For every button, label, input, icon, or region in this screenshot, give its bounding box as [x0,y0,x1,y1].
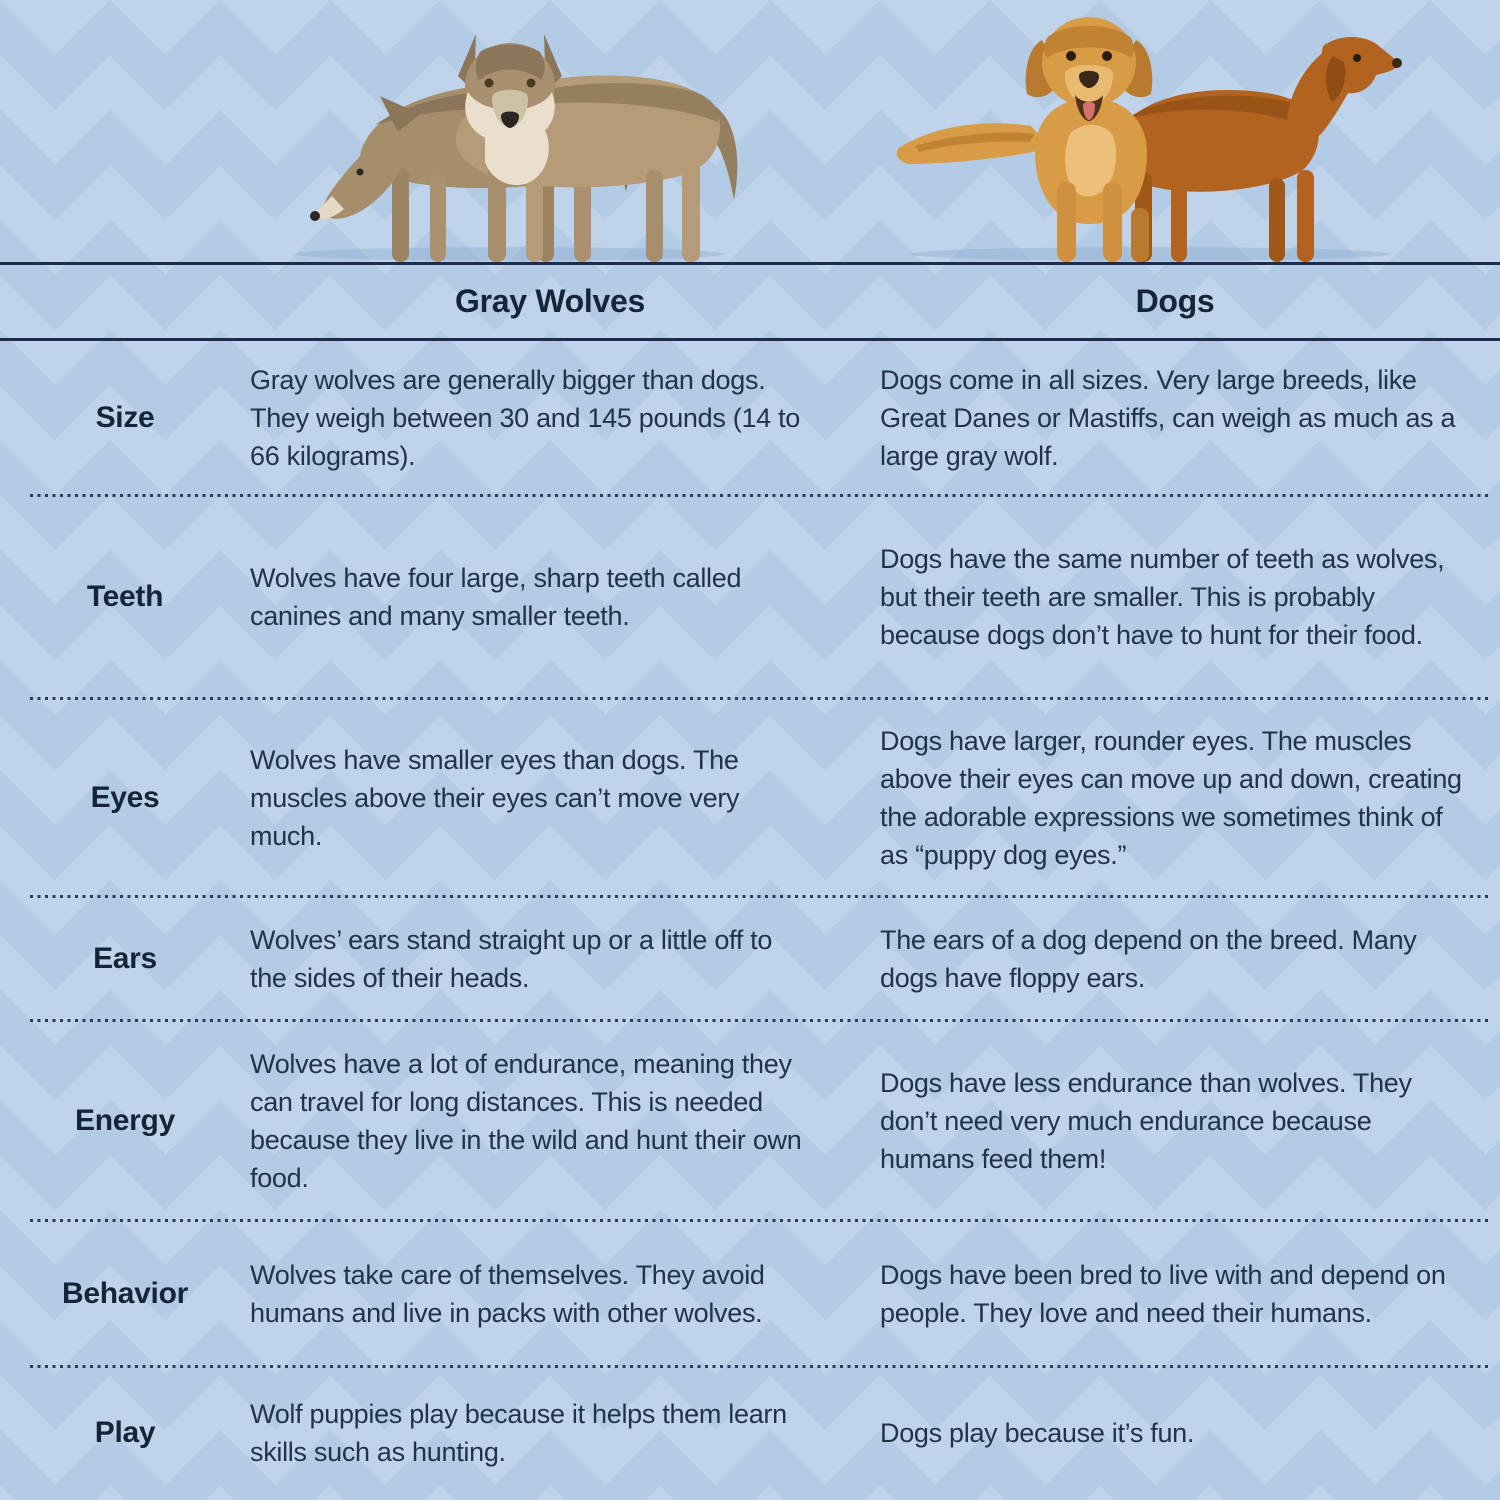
teeth-wolves-text: Wolves have four large, sharp teeth call… [250,563,742,631]
dotted-divider [30,1219,1488,1222]
row-label-eyes: Eyes [90,780,160,814]
dotted-divider [30,895,1488,898]
gray-wolves-photo [280,0,740,262]
divider-header [0,338,1500,341]
dotted-divider [30,494,1488,497]
dotted-divider [30,1365,1488,1368]
row-label-teeth: Teeth [86,580,164,613]
size-dogs-text: Dogs come in all sizes. Very large breed… [880,364,1456,471]
eyes-wolves-text: Wolves have smaller eyes than dogs. The … [250,744,740,851]
dogs-photo [880,0,1410,262]
dogs-illustration [896,17,1402,262]
row-behavior: Behavior Wolves take care of themselves.… [0,1222,1500,1365]
row-teeth: Teeth Wolves have four large, sharp teet… [0,497,1500,697]
row-label-ears: Ears [93,941,157,975]
divider-top [0,262,1500,265]
header-dogs: Dogs [1135,283,1215,319]
eyes-dogs-text: Dogs have larger, rounder eyes. The musc… [880,725,1462,870]
header-gray-wolves: Gray Wolves [455,283,645,319]
row-energy: Energy Wolves have a lot of endurance, m… [0,1022,1500,1219]
gray-wolves-illustration [295,34,738,262]
column-headers: Gray Wolves Dogs [0,265,1500,338]
row-eyes: Eyes Wolves have smaller eyes than dogs.… [0,700,1500,895]
play-dogs-text: Dogs play because it’s fun. [880,1417,1195,1448]
row-label-play: Play [94,1415,156,1449]
ears-wolves-text: Wolves’ ears stand straight up or a litt… [250,924,773,993]
row-label-energy: Energy [75,1103,175,1137]
energy-wolves-text: Wolves have a lot of endurance, meaning … [250,1048,802,1193]
energy-dogs-text: Dogs have less endurance than wolves. Th… [880,1067,1412,1174]
dog-facing-front [896,17,1153,262]
dotted-divider [30,1019,1488,1022]
row-label-behavior: Behavior [62,1276,188,1310]
row-play: Play Wolf puppies play because it helps … [0,1368,1500,1497]
row-label-size: Size [95,400,155,434]
wolf-standing [455,34,738,262]
play-wolves-text: Wolf puppies play because it helps them … [250,1398,787,1467]
behavior-dogs-text: Dogs have been bred to live with and dep… [880,1259,1446,1328]
teeth-dogs-text: Dogs have the same number of teeth as wo… [880,544,1445,650]
row-size: Size Gray wolves are generally bigger th… [0,341,1500,494]
hero-images [0,0,1500,262]
size-wolves-text: Gray wolves are generally bigger than do… [250,364,801,471]
dotted-divider [30,697,1488,700]
behavior-wolves-text: Wolves take care of themselves. They avo… [250,1259,765,1328]
ears-dogs-text: The ears of a dog depend on the breed. M… [880,924,1417,993]
row-ears: Ears Wolves’ ears stand straight up or a… [0,898,1500,1019]
